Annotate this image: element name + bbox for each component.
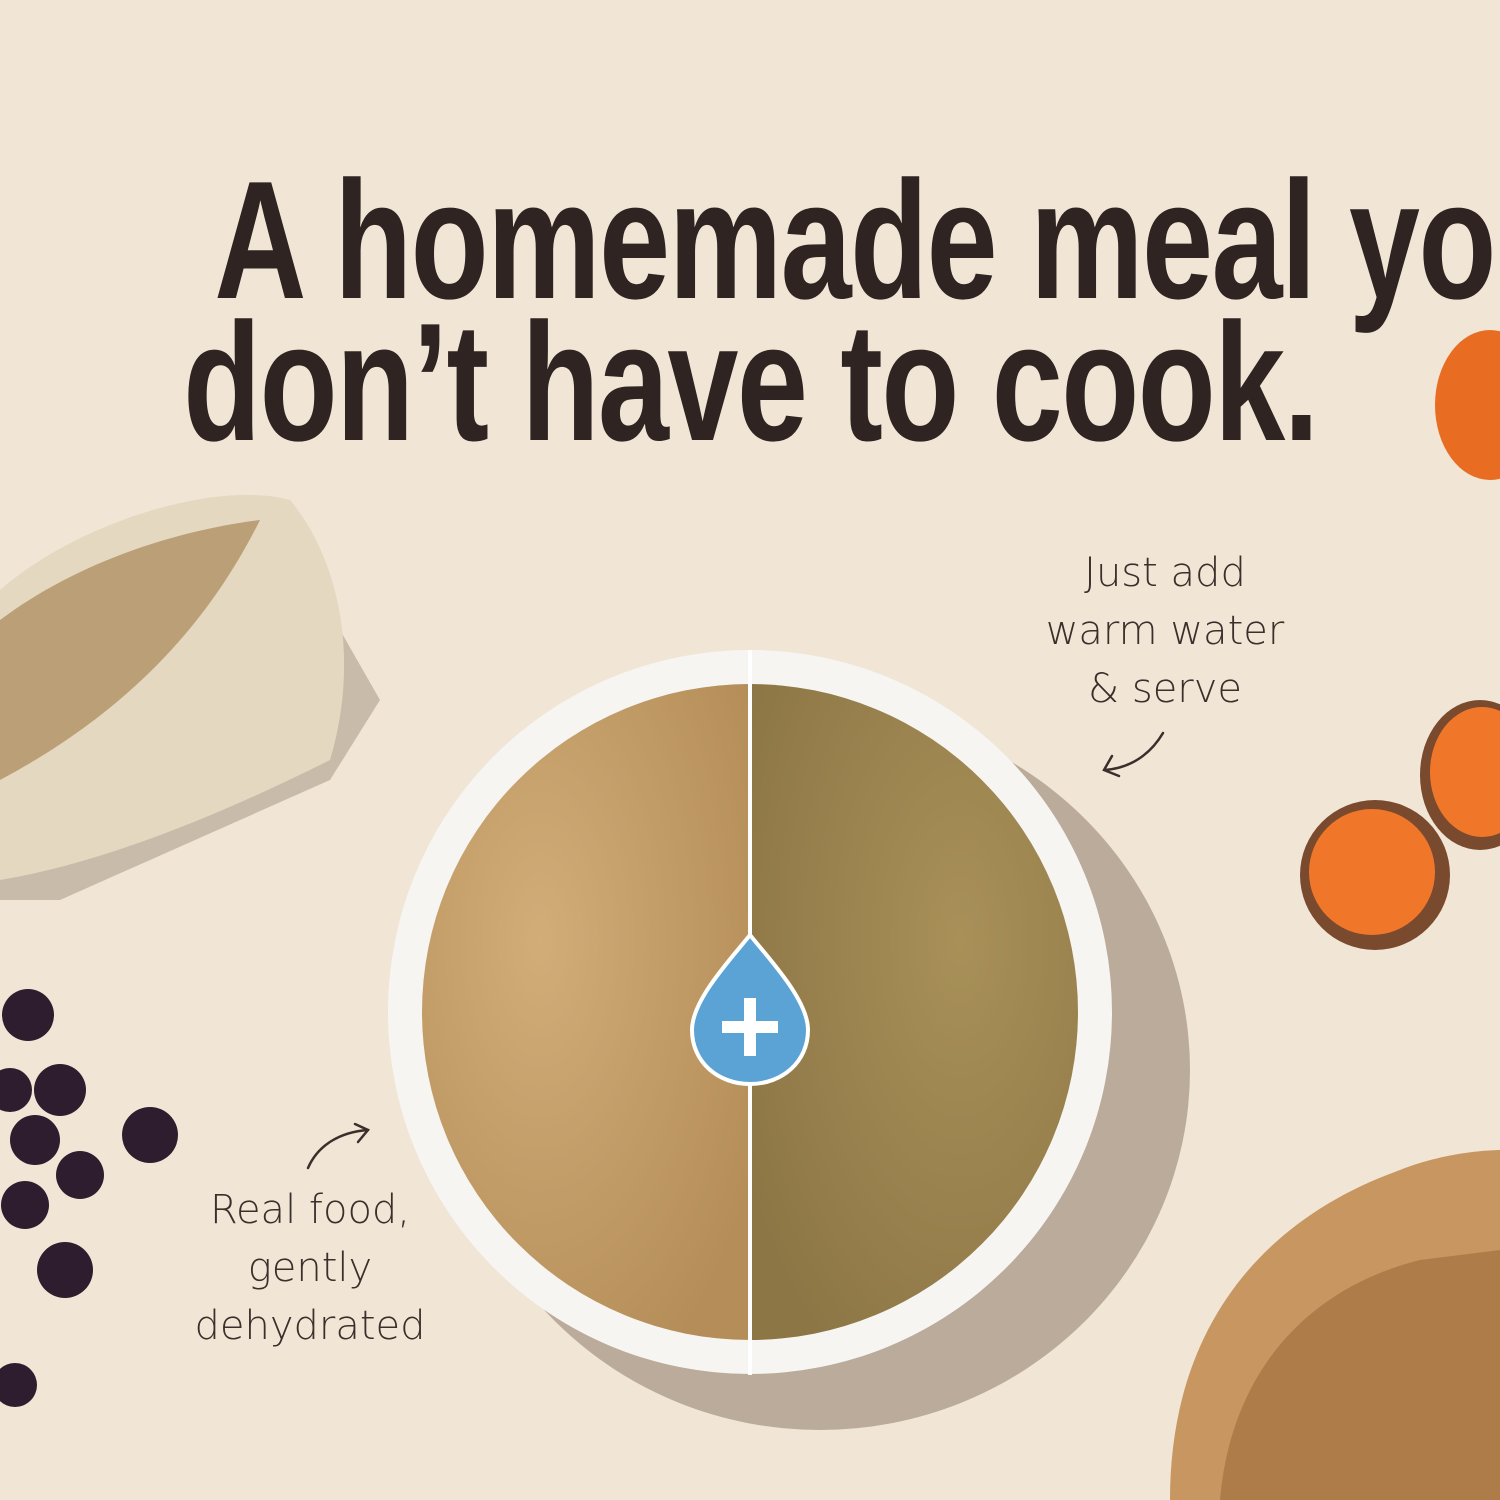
sweet-potato	[1300, 330, 1500, 950]
caption-line: & serve	[1087, 666, 1243, 712]
caption-line: warm water	[1045, 608, 1285, 654]
blueberries	[0, 989, 178, 1407]
fish-fillet	[0, 494, 380, 900]
caption-line: gently	[247, 1245, 373, 1291]
headline-line-1: A homemade meal you	[214, 146, 1500, 334]
caption-line: Real food,	[209, 1187, 411, 1233]
caption-add-water: Just add warm water & serve	[1035, 544, 1295, 718]
arrow-left-caption	[306, 1122, 371, 1170]
arrow-right-caption	[1102, 731, 1165, 778]
water-drop-plus-icon	[689, 931, 811, 1087]
caption-real-food: Real food, gently dehydrated	[180, 1181, 440, 1355]
headline-line-2: don’t have to cook.	[182, 288, 1319, 476]
caption-line: dehydrated	[194, 1303, 426, 1349]
caption-line: Just add	[1084, 550, 1246, 596]
roast-chicken	[1170, 1150, 1500, 1500]
